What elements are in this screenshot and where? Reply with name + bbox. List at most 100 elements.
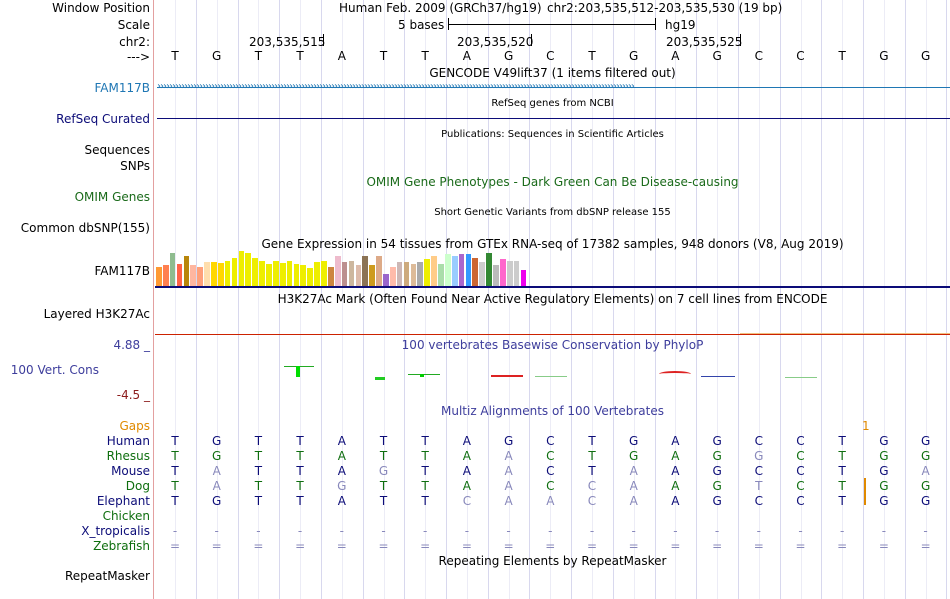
gtex-tissue-bar[interactable] xyxy=(314,262,320,286)
gtex-tissue-bar[interactable] xyxy=(204,262,210,286)
refseq-curated-label[interactable]: RefSeq Curated xyxy=(56,112,150,126)
gtex-bar-chart[interactable] xyxy=(155,251,555,286)
gtex-tissue-bar[interactable] xyxy=(286,261,293,286)
grid-line xyxy=(696,0,697,599)
gtex-tissue-bar[interactable] xyxy=(369,265,375,286)
gtex-tissue-bar[interactable] xyxy=(259,261,265,286)
position-title: chr2:203,535,512-203,535,530 (19 bp) xyxy=(547,1,783,15)
alignment-base: - xyxy=(297,524,303,538)
alignment-base: - xyxy=(548,524,553,538)
gtex-tissue-bar[interactable] xyxy=(348,261,355,286)
grid-line xyxy=(363,0,364,599)
species-label-rhesus[interactable]: Rhesus xyxy=(106,449,150,463)
repeatmasker-label[interactable]: RepeatMasker xyxy=(64,569,150,583)
gtex-tissue-bar[interactable] xyxy=(458,254,465,286)
gencode-fam117b-label[interactable]: FAM117B xyxy=(94,81,151,95)
gtex-tissue-bar[interactable] xyxy=(389,267,396,286)
gtex-tissue-bar[interactable] xyxy=(293,264,300,286)
gtex-tissue-bar[interactable] xyxy=(176,264,183,286)
gtex-tissue-bar[interactable] xyxy=(451,256,458,286)
alignment-base: - xyxy=(756,524,761,538)
gtex-tissue-bar[interactable] xyxy=(217,263,224,286)
gtex-tissue-bar[interactable] xyxy=(424,259,430,286)
gtex-tissue-bar[interactable] xyxy=(334,256,341,286)
gtex-tissue-bar[interactable] xyxy=(328,267,334,286)
gtex-tissue-bar[interactable] xyxy=(520,270,527,286)
phylop-signal[interactable] xyxy=(155,355,950,395)
grid-line xyxy=(550,0,551,599)
reference-base: C xyxy=(754,49,763,63)
gtex-tissue-bar[interactable] xyxy=(431,256,437,286)
gencode-gene-line[interactable]: ››››››››››››››››››››››››››››››››››››››››… xyxy=(157,80,950,94)
snps-label[interactable]: SNPs xyxy=(120,159,150,173)
gtex-baseline xyxy=(155,286,950,288)
alignment-base: A xyxy=(337,464,346,478)
vert-cons-label[interactable]: 100 Vert. Cons xyxy=(10,363,99,377)
alignment-base: A xyxy=(921,464,930,478)
gtex-tissue-bar[interactable] xyxy=(417,262,424,286)
alignment-base: G xyxy=(337,479,347,493)
gtex-tissue-bar[interactable] xyxy=(183,256,190,286)
gtex-tissue-bar[interactable] xyxy=(376,256,382,286)
gtex-tissue-bar[interactable] xyxy=(224,261,231,286)
gtex-tissue-bar[interactable] xyxy=(472,258,479,286)
gtex-tissue-bar[interactable] xyxy=(403,262,410,286)
gtex-tissue-bar[interactable] xyxy=(506,261,513,286)
gtex-tissue-bar[interactable] xyxy=(396,262,403,286)
alignment-base: G xyxy=(920,434,931,448)
gtex-tissue-bar[interactable] xyxy=(156,267,162,286)
gtex-tissue-bar[interactable] xyxy=(500,259,506,286)
alignment-base: A xyxy=(337,494,346,508)
alignment-base: - xyxy=(464,524,470,538)
alignment-base: T xyxy=(296,464,304,478)
ruler-tick-mark-1 xyxy=(323,34,324,46)
species-label-x_tropicalis[interactable]: X_tropicalis xyxy=(81,524,150,538)
refseq-gene-line[interactable] xyxy=(157,118,950,119)
alignment-base: - xyxy=(423,524,428,538)
species-label-chicken[interactable]: Chicken xyxy=(102,509,150,523)
gtex-tissue-bar[interactable] xyxy=(486,253,492,286)
gtex-tissue-bar[interactable] xyxy=(321,261,327,286)
common-dbsnp-label[interactable]: Common dbSNP(155) xyxy=(20,221,150,235)
reference-base: G xyxy=(879,49,889,63)
species-label-dog[interactable]: Dog xyxy=(125,479,150,493)
alignment-base: C xyxy=(796,449,805,463)
species-label-mouse[interactable]: Mouse xyxy=(111,464,150,478)
gtex-tissue-bar[interactable] xyxy=(355,265,362,286)
gtex-tissue-bar[interactable] xyxy=(493,265,499,286)
gtex-tissue-bar[interactable] xyxy=(211,262,217,286)
grid-line xyxy=(946,0,947,599)
gtex-tissue-bar[interactable] xyxy=(362,256,369,286)
gtex-tissue-bar[interactable] xyxy=(300,265,307,286)
gtex-tissue-bar[interactable] xyxy=(438,264,444,286)
sequences-label[interactable]: Sequences xyxy=(84,143,150,157)
gtex-tissue-bar[interactable] xyxy=(465,254,472,286)
gtex-tissue-bar[interactable] xyxy=(444,254,451,286)
species-label-elephant[interactable]: Elephant xyxy=(96,494,150,508)
gtex-tissue-bar[interactable] xyxy=(190,265,197,286)
gtex-tissue-bar[interactable] xyxy=(197,267,203,286)
gtex-tissue-bar[interactable] xyxy=(513,261,520,286)
gtex-tissue-bar[interactable] xyxy=(383,274,389,286)
gtex-tissue-bar[interactable] xyxy=(162,265,169,286)
gtex-tissue-bar[interactable] xyxy=(479,262,486,286)
tracks-image[interactable]: Human Feb. 2009 (GRCh37/hg19) chr2:203,5… xyxy=(155,0,950,599)
species-label-zebrafish[interactable]: Zebrafish xyxy=(93,539,150,553)
layered-h3k27ac-label[interactable]: Layered H3K27Ac xyxy=(43,307,150,321)
gtex-tissue-bar[interactable] xyxy=(279,263,286,286)
omim-genes-label[interactable]: OMIM Genes xyxy=(74,190,150,204)
gtex-tissue-bar[interactable] xyxy=(231,258,238,286)
gtex-tissue-bar[interactable] xyxy=(341,262,348,286)
gtex-tissue-bar[interactable] xyxy=(252,258,258,286)
gtex-tissue-bar[interactable] xyxy=(266,264,272,286)
gtex-tissue-bar[interactable] xyxy=(245,253,252,286)
gtex-tissue-bar[interactable] xyxy=(307,268,314,286)
gtex-tissue-bar[interactable] xyxy=(238,251,245,286)
species-label-human[interactable]: Human xyxy=(106,434,150,448)
gtex-tissue-bar[interactable] xyxy=(272,261,279,286)
gtex-tissue-bar[interactable] xyxy=(410,264,417,286)
gtex-tissue-bar[interactable] xyxy=(169,253,176,286)
gtex-fam117b-label[interactable]: FAM117B xyxy=(94,264,151,278)
grid-line xyxy=(655,0,656,599)
h3k27ac-signal-line[interactable] xyxy=(155,334,950,335)
